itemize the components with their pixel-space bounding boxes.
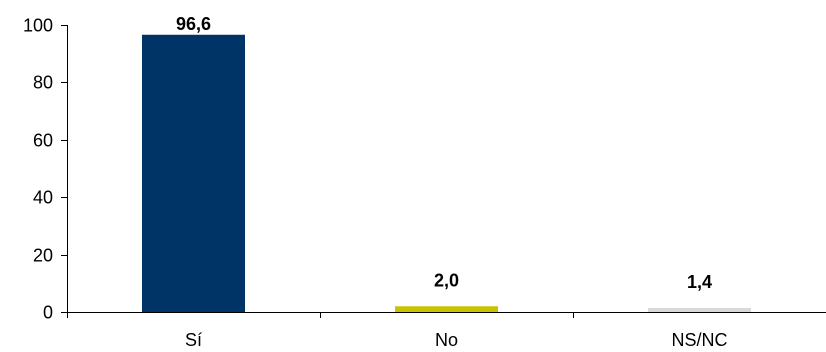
data-label: 1,4 bbox=[687, 272, 712, 292]
bars bbox=[142, 34, 751, 313]
x-category-label: NS/NC bbox=[671, 330, 727, 350]
y-axis: 0 20 40 60 80 100 bbox=[23, 16, 68, 323]
y-tick-label: 100 bbox=[23, 16, 53, 36]
bar-2 bbox=[648, 307, 751, 312]
bar-0 bbox=[142, 34, 245, 313]
x-category-label: No bbox=[435, 330, 458, 350]
x-category-label: Sí bbox=[185, 330, 202, 350]
y-tick-label: 40 bbox=[33, 188, 53, 208]
bar-1 bbox=[395, 306, 498, 312]
y-tick-label: 0 bbox=[43, 303, 53, 323]
y-tick-label: 20 bbox=[33, 246, 53, 266]
data-label: 96,6 bbox=[176, 14, 211, 34]
data-labels: 96,6 2,0 1,4 bbox=[176, 14, 712, 292]
y-tick-label: 80 bbox=[33, 73, 53, 93]
x-axis: Sí No NS/NC bbox=[67, 312, 826, 350]
data-label: 2,0 bbox=[434, 270, 459, 290]
y-tick-label: 60 bbox=[33, 131, 53, 151]
